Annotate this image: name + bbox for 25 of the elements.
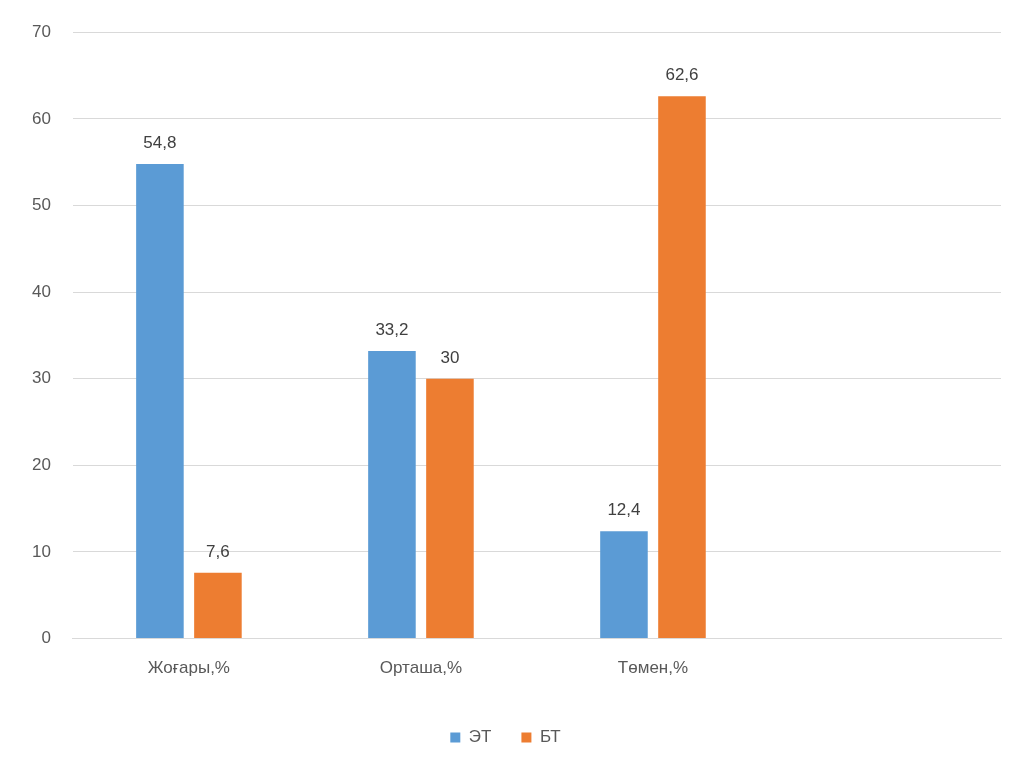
bar — [426, 378, 474, 639]
y-tick-label: 20 — [31, 455, 51, 475]
bar — [194, 572, 242, 639]
bar — [658, 96, 706, 639]
x-tick-label: Жоғары,% — [147, 658, 230, 678]
bar — [600, 531, 648, 639]
bar — [136, 163, 184, 639]
y-tick-label: 0 — [41, 628, 51, 648]
data-label: 30 — [440, 347, 460, 367]
y-tick-label: 70 — [31, 21, 51, 41]
data-label: 7,6 — [206, 541, 230, 561]
legend-label: БТ — [539, 727, 561, 747]
x-tick-label: Орташа,% — [379, 658, 463, 678]
bar — [368, 350, 416, 639]
data-label: 12,4 — [607, 500, 641, 520]
y-tick-label: 30 — [31, 368, 51, 388]
y-tick-label: 50 — [31, 195, 51, 215]
data-label: 33,2 — [375, 320, 409, 340]
y-tick-label: 10 — [31, 541, 51, 561]
data-label: 54,8 — [143, 133, 177, 153]
x-tick-label: Төмен,% — [617, 658, 689, 678]
y-tick-label: 40 — [31, 281, 51, 301]
data-label: 62,6 — [665, 65, 699, 85]
y-tick-label: 60 — [31, 108, 51, 128]
legend-label: ЭТ — [468, 727, 492, 747]
